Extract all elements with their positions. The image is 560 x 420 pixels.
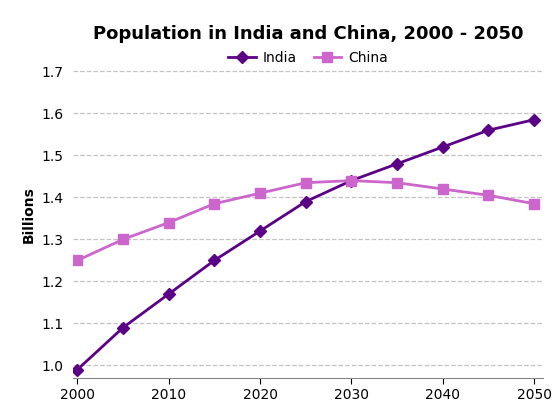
Line: India: India <box>73 116 538 374</box>
India <box>256 228 263 234</box>
China <box>348 178 354 183</box>
Line: China: China <box>72 176 539 265</box>
China <box>531 201 538 206</box>
India <box>348 178 354 183</box>
China <box>74 258 81 263</box>
India <box>211 258 218 263</box>
Y-axis label: Billions: Billions <box>21 186 35 243</box>
China <box>302 180 309 185</box>
China <box>440 186 446 192</box>
India <box>531 117 538 122</box>
India <box>74 367 81 372</box>
India <box>440 144 446 150</box>
China <box>165 220 172 225</box>
India <box>394 161 400 166</box>
China <box>256 191 263 196</box>
India <box>485 128 492 133</box>
Legend: India, China: India, China <box>228 51 388 65</box>
Title: Population in India and China, 2000 - 2050: Population in India and China, 2000 - 20… <box>93 25 523 43</box>
India <box>120 325 127 330</box>
China <box>485 193 492 198</box>
China <box>394 180 400 185</box>
China <box>211 201 218 206</box>
China <box>120 237 127 242</box>
India <box>165 291 172 297</box>
India <box>302 199 309 204</box>
